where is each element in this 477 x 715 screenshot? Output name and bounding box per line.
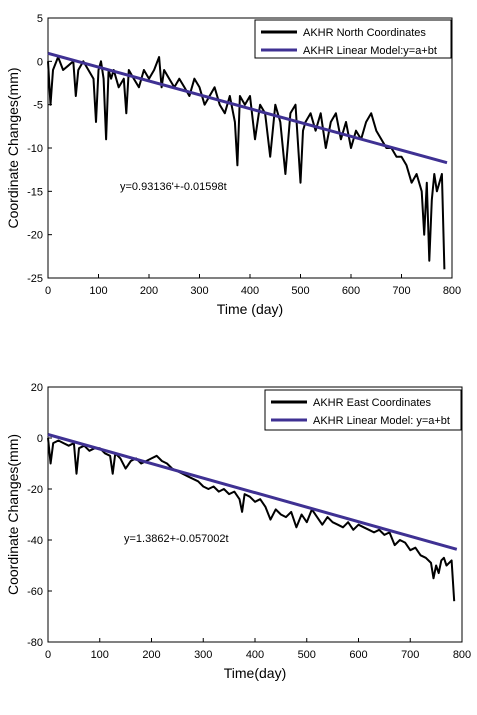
x-tick-label: 400 — [246, 649, 264, 661]
x-tick-label: 300 — [190, 285, 208, 297]
x-tick-label: 200 — [142, 649, 160, 661]
x-tick-label: 400 — [241, 285, 259, 297]
legend-box — [254, 19, 452, 59]
observed-series-line — [47, 56, 446, 270]
x-tick-label: 200 — [140, 285, 158, 297]
y-tick-label: -25 — [27, 273, 43, 285]
x-tick-label: 0 — [45, 285, 51, 297]
x-axis-label: Time (day) — [217, 301, 283, 317]
observed-series-line — [47, 437, 456, 602]
north-coordinates-chart: 0 100 200 300 400 500 600 700 800 5 0 -5 -10 -15 -20 -2… — [5, 13, 461, 317]
x-tick-label: 800 — [443, 285, 461, 297]
y-tick-label: 20 — [31, 382, 43, 394]
legend-entry: AKHR Linear Model:y=a+bt — [303, 45, 437, 57]
linear-model-line — [47, 51, 448, 165]
y-tick-label: -80 — [27, 637, 43, 649]
y-tick-label: 0 — [37, 56, 43, 68]
x-tick-label: 600 — [349, 649, 367, 661]
x-tick-label: 700 — [392, 285, 410, 297]
regression-equation: y=1.3862+-0.057002t — [124, 533, 229, 545]
y-axis-label: Coordinate Changes(mm) — [5, 67, 21, 228]
y-tick-label: 0 — [37, 433, 43, 445]
legend-entry: AKHR Linear Model: y=a+bt — [313, 415, 450, 427]
x-tick-label: 0 — [45, 649, 51, 661]
x-tick-label: 600 — [342, 285, 360, 297]
y-tick-label: -20 — [27, 230, 43, 242]
x-tick-label: 500 — [291, 285, 309, 297]
y-tick-label: -60 — [27, 586, 43, 598]
y-tick-label: -40 — [27, 535, 43, 547]
x-tick-label: 800 — [453, 649, 471, 661]
x-tick-label: 300 — [194, 649, 212, 661]
y-tick-label: -15 — [27, 186, 43, 198]
y-tick-label: -10 — [27, 143, 43, 155]
y-tick-label: 5 — [37, 13, 43, 25]
east-coordinates-chart: 0 100 200 300 400 500 600 700 800200-20-40-60-80… — [5, 382, 471, 681]
x-tick-label: 100 — [89, 285, 107, 297]
y-tick-label: -5 — [33, 100, 43, 112]
x-tick-label: 500 — [298, 649, 316, 661]
legend-box — [264, 389, 462, 431]
legend-entry: AKHR North Coordinates — [303, 27, 426, 39]
x-axis-label: Time(day) — [224, 665, 287, 681]
legend-entry: AKHR East Coordinates — [313, 397, 431, 409]
linear-model-line — [47, 433, 458, 551]
x-tick-label: 700 — [401, 649, 419, 661]
y-tick-label: -20 — [27, 484, 43, 496]
y-axis-label: Coordinate Changes(mm) — [5, 434, 21, 595]
regression-equation: y=0.93136'+-0.01598t — [120, 181, 227, 193]
x-tick-label: 100 — [91, 649, 109, 661]
